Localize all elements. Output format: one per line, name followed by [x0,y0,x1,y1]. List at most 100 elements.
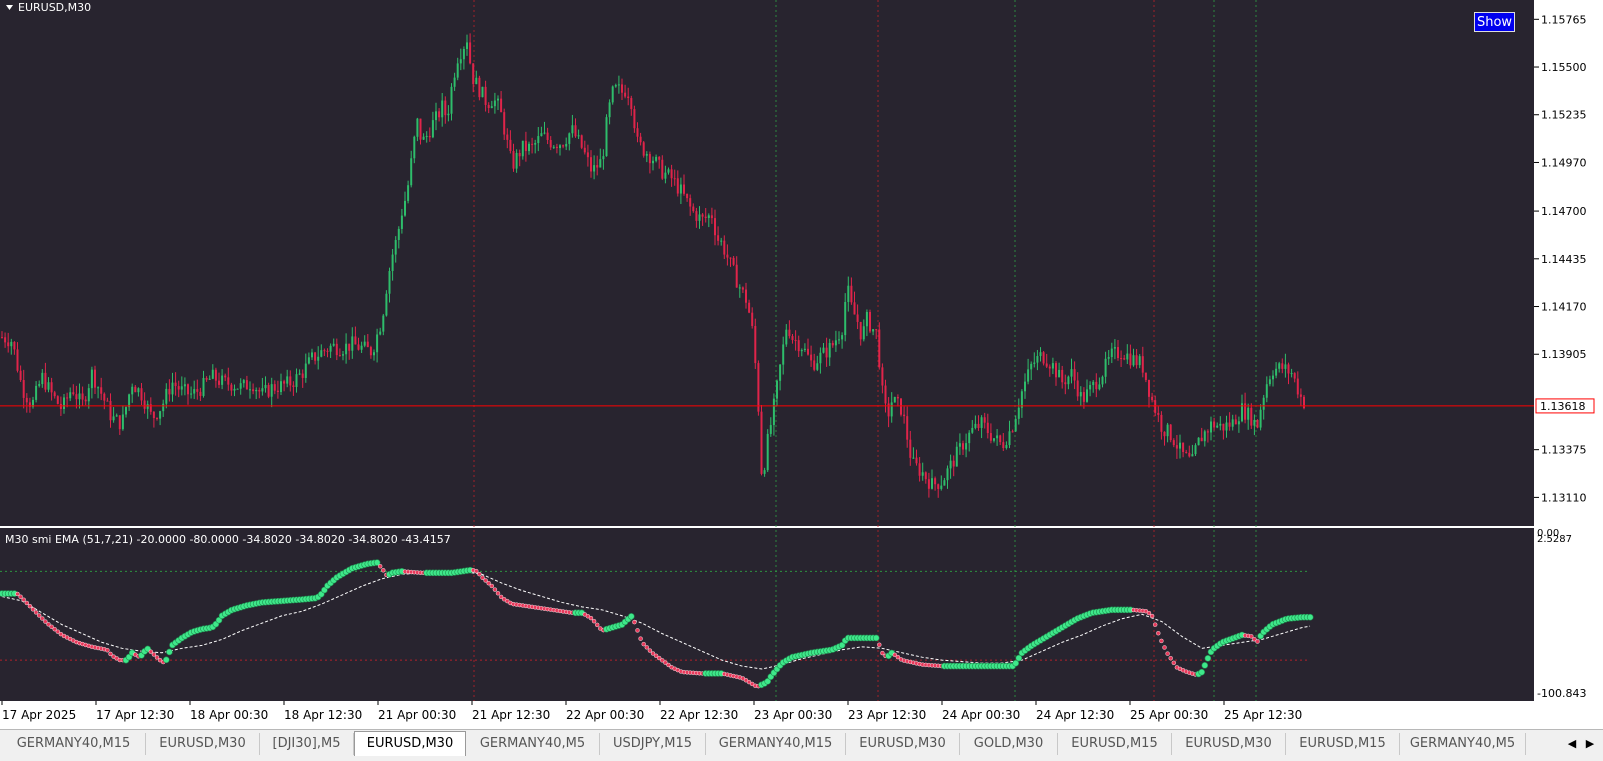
candle-body [825,347,828,358]
tab-dji30-m5[interactable]: [DJI30],M5 [260,733,354,755]
smi-dot [492,587,498,592]
tab-germany40-m15[interactable]: GERMANY40,M15 [706,733,846,755]
candle-body [1058,369,1061,378]
tab-scroll-left-icon[interactable]: ◀ [1567,737,1577,750]
indicator-panel-background [0,528,1534,701]
candle-body [255,389,258,392]
smi-dot [1204,654,1212,662]
candle-body [283,381,286,384]
candle-body [1141,356,1144,373]
tab-eurusd-m30[interactable]: EURUSD,M30 [846,733,960,755]
candle-body [335,343,338,356]
candle-body [1045,363,1048,367]
indicator-top-overlap-label: 0.00 [1537,528,1559,539]
smi-dot [55,629,60,634]
candle-body [1234,419,1237,425]
candle-body [828,342,831,358]
candle-body [1216,425,1219,428]
smi-dot [498,594,504,600]
candle-body [1210,421,1212,433]
smi-dot [663,660,668,665]
price-axis-label: 1.13375 [1541,444,1587,457]
smi-dot [1306,613,1314,621]
candle-body [714,218,716,236]
tab-eurusd-m15[interactable]: EURUSD,M15 [1058,733,1172,755]
candle-body [28,402,31,407]
candle-body [627,96,630,99]
smi-dot [1252,637,1257,642]
candle-body [881,367,884,386]
candle-body [431,120,434,138]
candle-body [1247,407,1250,420]
smi-dot [660,658,665,663]
tab-eurusd-m30[interactable]: EURUSD,M30 [1172,733,1286,755]
candle-body [307,357,310,364]
tab-germany40-m15[interactable]: GERMANY40,M15 [2,733,146,755]
candle-body [227,377,230,385]
tab-eurusd-m30[interactable]: EURUSD,M30 [354,731,466,756]
tab-gold-m30[interactable]: GOLD,M30 [960,733,1058,755]
tab-usdjpy-m15[interactable]: USDJPY,M15 [600,733,706,755]
smi-dot [18,594,23,599]
candle-body [78,393,81,400]
chart-canvas[interactable]: 1.15765 1.15500 1.15235 1.14970 1.14700 1.144… [0,0,1603,729]
smi-dot [46,622,51,627]
candle-body [286,376,289,384]
smi-dot [641,641,646,647]
candle-body [314,352,317,361]
candle-body [447,113,450,116]
candle-body [1073,369,1076,381]
candle-body [180,386,183,390]
candle-body [10,341,13,347]
time-axis-label: 23 Apr 12:30 [848,708,926,722]
tab-eurusd-m30[interactable]: EURUSD,M30 [146,733,260,755]
candle-body [1213,421,1216,428]
smi-dot [108,651,113,657]
candle-body [841,335,844,340]
smi-dot [872,634,880,642]
candle-body [53,392,56,397]
candle-body [131,386,134,395]
candle-body [754,325,757,364]
candle-body [1098,384,1101,390]
candle-body [794,340,797,342]
candle-body [1005,445,1008,449]
indicator-bottom-label: -100.843 [1537,687,1586,700]
smi-dot [635,628,640,633]
candle-body [921,472,924,476]
tab-scroll-right-icon[interactable]: ▶ [1585,737,1595,750]
smi-dot [653,653,659,658]
tab-germany40-m5[interactable]: GERMANY40,M5 [466,733,600,755]
show-button[interactable]: Show [1474,12,1515,32]
price-axis: 1.15765 1.15500 1.15235 1.14970 1.14700 1.144… [1534,13,1587,504]
candle-body [630,98,633,110]
candle-body [1027,369,1030,382]
candle-body [760,411,763,474]
candle-body [1191,454,1194,457]
candle-body [97,387,100,389]
time-axis-label: 18 Apr 00:30 [190,708,268,722]
symbol-dropdown-icon[interactable] [6,5,13,10]
candle-body [788,329,791,337]
candle-body [838,339,840,341]
candle-body [983,417,986,423]
candle-body [385,293,388,316]
candle-body [280,381,282,393]
candle-body [869,311,871,332]
candle-body [224,375,227,378]
candle-body [683,184,685,194]
candle-body [407,185,410,201]
tab-eurusd-m15[interactable]: EURUSD,M15 [1286,733,1400,755]
candle-body [593,165,596,172]
candle-body [515,152,518,169]
smi-dot [595,622,600,628]
smi-dot [43,619,48,624]
time-axis-label: 25 Apr 00:30 [1130,708,1208,722]
candle-body [1175,445,1178,449]
smi-indicator [0,559,1314,689]
tab-germany40-m5[interactable]: GERMANY40,M5 [1400,733,1526,755]
candle-body [667,169,670,173]
candle-body [1117,347,1119,359]
smi-dot [1012,659,1020,667]
